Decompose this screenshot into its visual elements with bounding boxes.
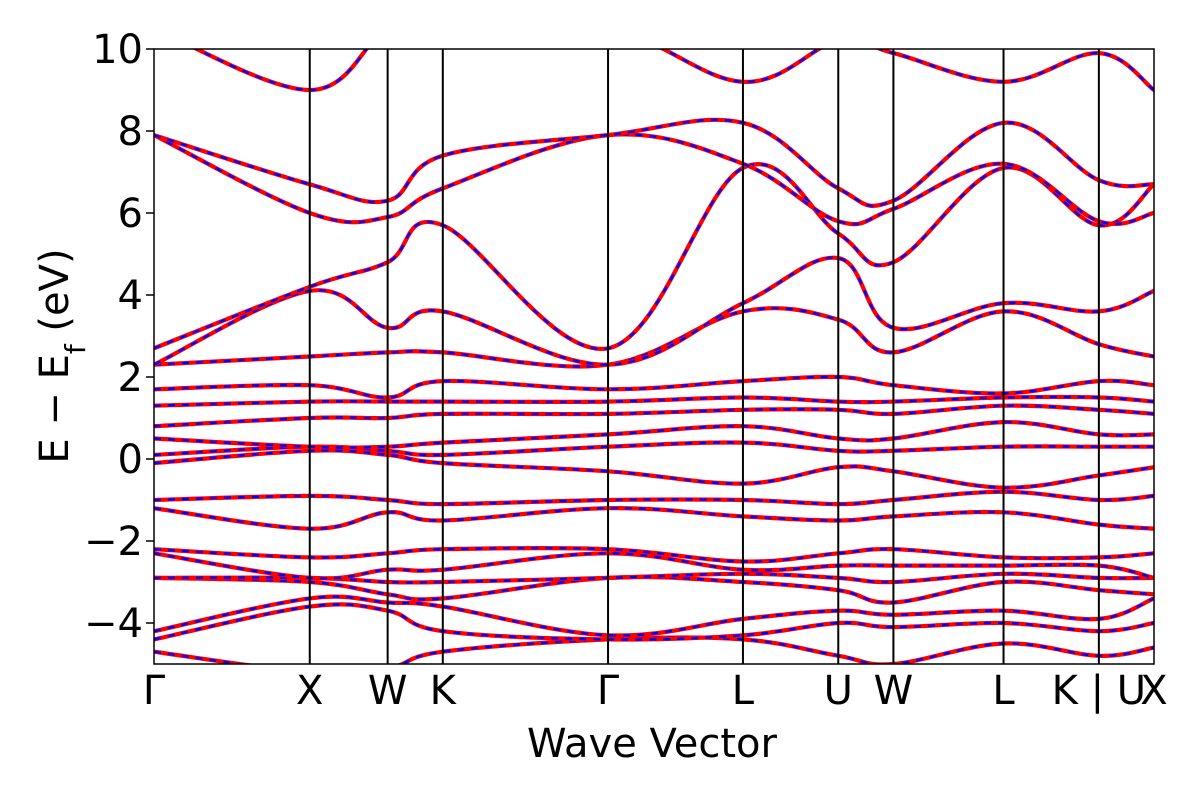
band-15-red-line — [154, 306, 1154, 369]
plot-frame — [153, 48, 1155, 665]
x-tick-label: X — [1140, 668, 1167, 714]
y-axis-label-unit: (eV) — [32, 248, 78, 344]
x-tick-label: Γ — [597, 668, 620, 714]
y-tick-label: 10 — [92, 27, 143, 73]
y-tick-label: 0 — [118, 437, 143, 483]
y-axis-ticks: −4 −2 0 2 4 6 8 10 — [84, 27, 154, 647]
band-14-blue-dashed-line — [154, 375, 1154, 399]
y-tick-label: 2 — [118, 355, 143, 401]
x-tick-label: X — [296, 668, 323, 714]
band-17-red-line — [154, 162, 1154, 351]
x-tick-label: W — [368, 668, 408, 714]
band-11-blue-dashed-line — [154, 420, 1154, 449]
y-axis-label-main: E − E — [32, 354, 78, 464]
band-20-blue-dashed-line — [194, 49, 1154, 92]
x-tick-label: L — [732, 668, 755, 714]
y-tick-label: −4 — [84, 601, 143, 647]
band-19-blue-dashed-line — [154, 118, 1154, 208]
band-5-blue-dashed-line — [154, 552, 1154, 580]
band-3-blue-dashed-line — [154, 575, 1154, 604]
x-tick-label: U — [824, 668, 853, 714]
y-axis-label-sub: f — [59, 343, 92, 354]
band-2-blue-dashed-line — [154, 595, 1154, 637]
band-13-blue-dashed-line — [154, 395, 1154, 407]
x-tick-label: L — [992, 668, 1015, 714]
band-8-blue-dashed-line — [154, 490, 1154, 506]
band-4-blue-dashed-line — [154, 572, 1154, 584]
band-7-blue-dashed-line — [154, 506, 1154, 530]
y-tick-label: 8 — [118, 109, 143, 155]
band-1-blue-dashed-line — [154, 603, 1154, 641]
band-12-blue-dashed-line — [154, 404, 1154, 428]
high-symmetry-lines — [308, 49, 1100, 664]
band-9-blue-dashed-line — [154, 449, 1154, 489]
bands-layer — [154, 49, 1154, 664]
band-6-blue-dashed-line — [154, 546, 1154, 563]
band-18-blue-dashed-line — [154, 133, 1154, 226]
x-tick-label: K | U — [1052, 668, 1146, 714]
y-tick-label: 4 — [118, 273, 143, 319]
x-tick-label: Γ — [143, 668, 166, 714]
x-tick-label: K — [430, 668, 458, 714]
y-tick-label: 6 — [118, 191, 143, 237]
y-axis-label: E − Ef (eV) — [32, 248, 92, 463]
x-tick-label: W — [874, 668, 914, 714]
x-axis-label: Wave Vector — [527, 721, 778, 767]
y-tick-label: −2 — [84, 519, 143, 565]
